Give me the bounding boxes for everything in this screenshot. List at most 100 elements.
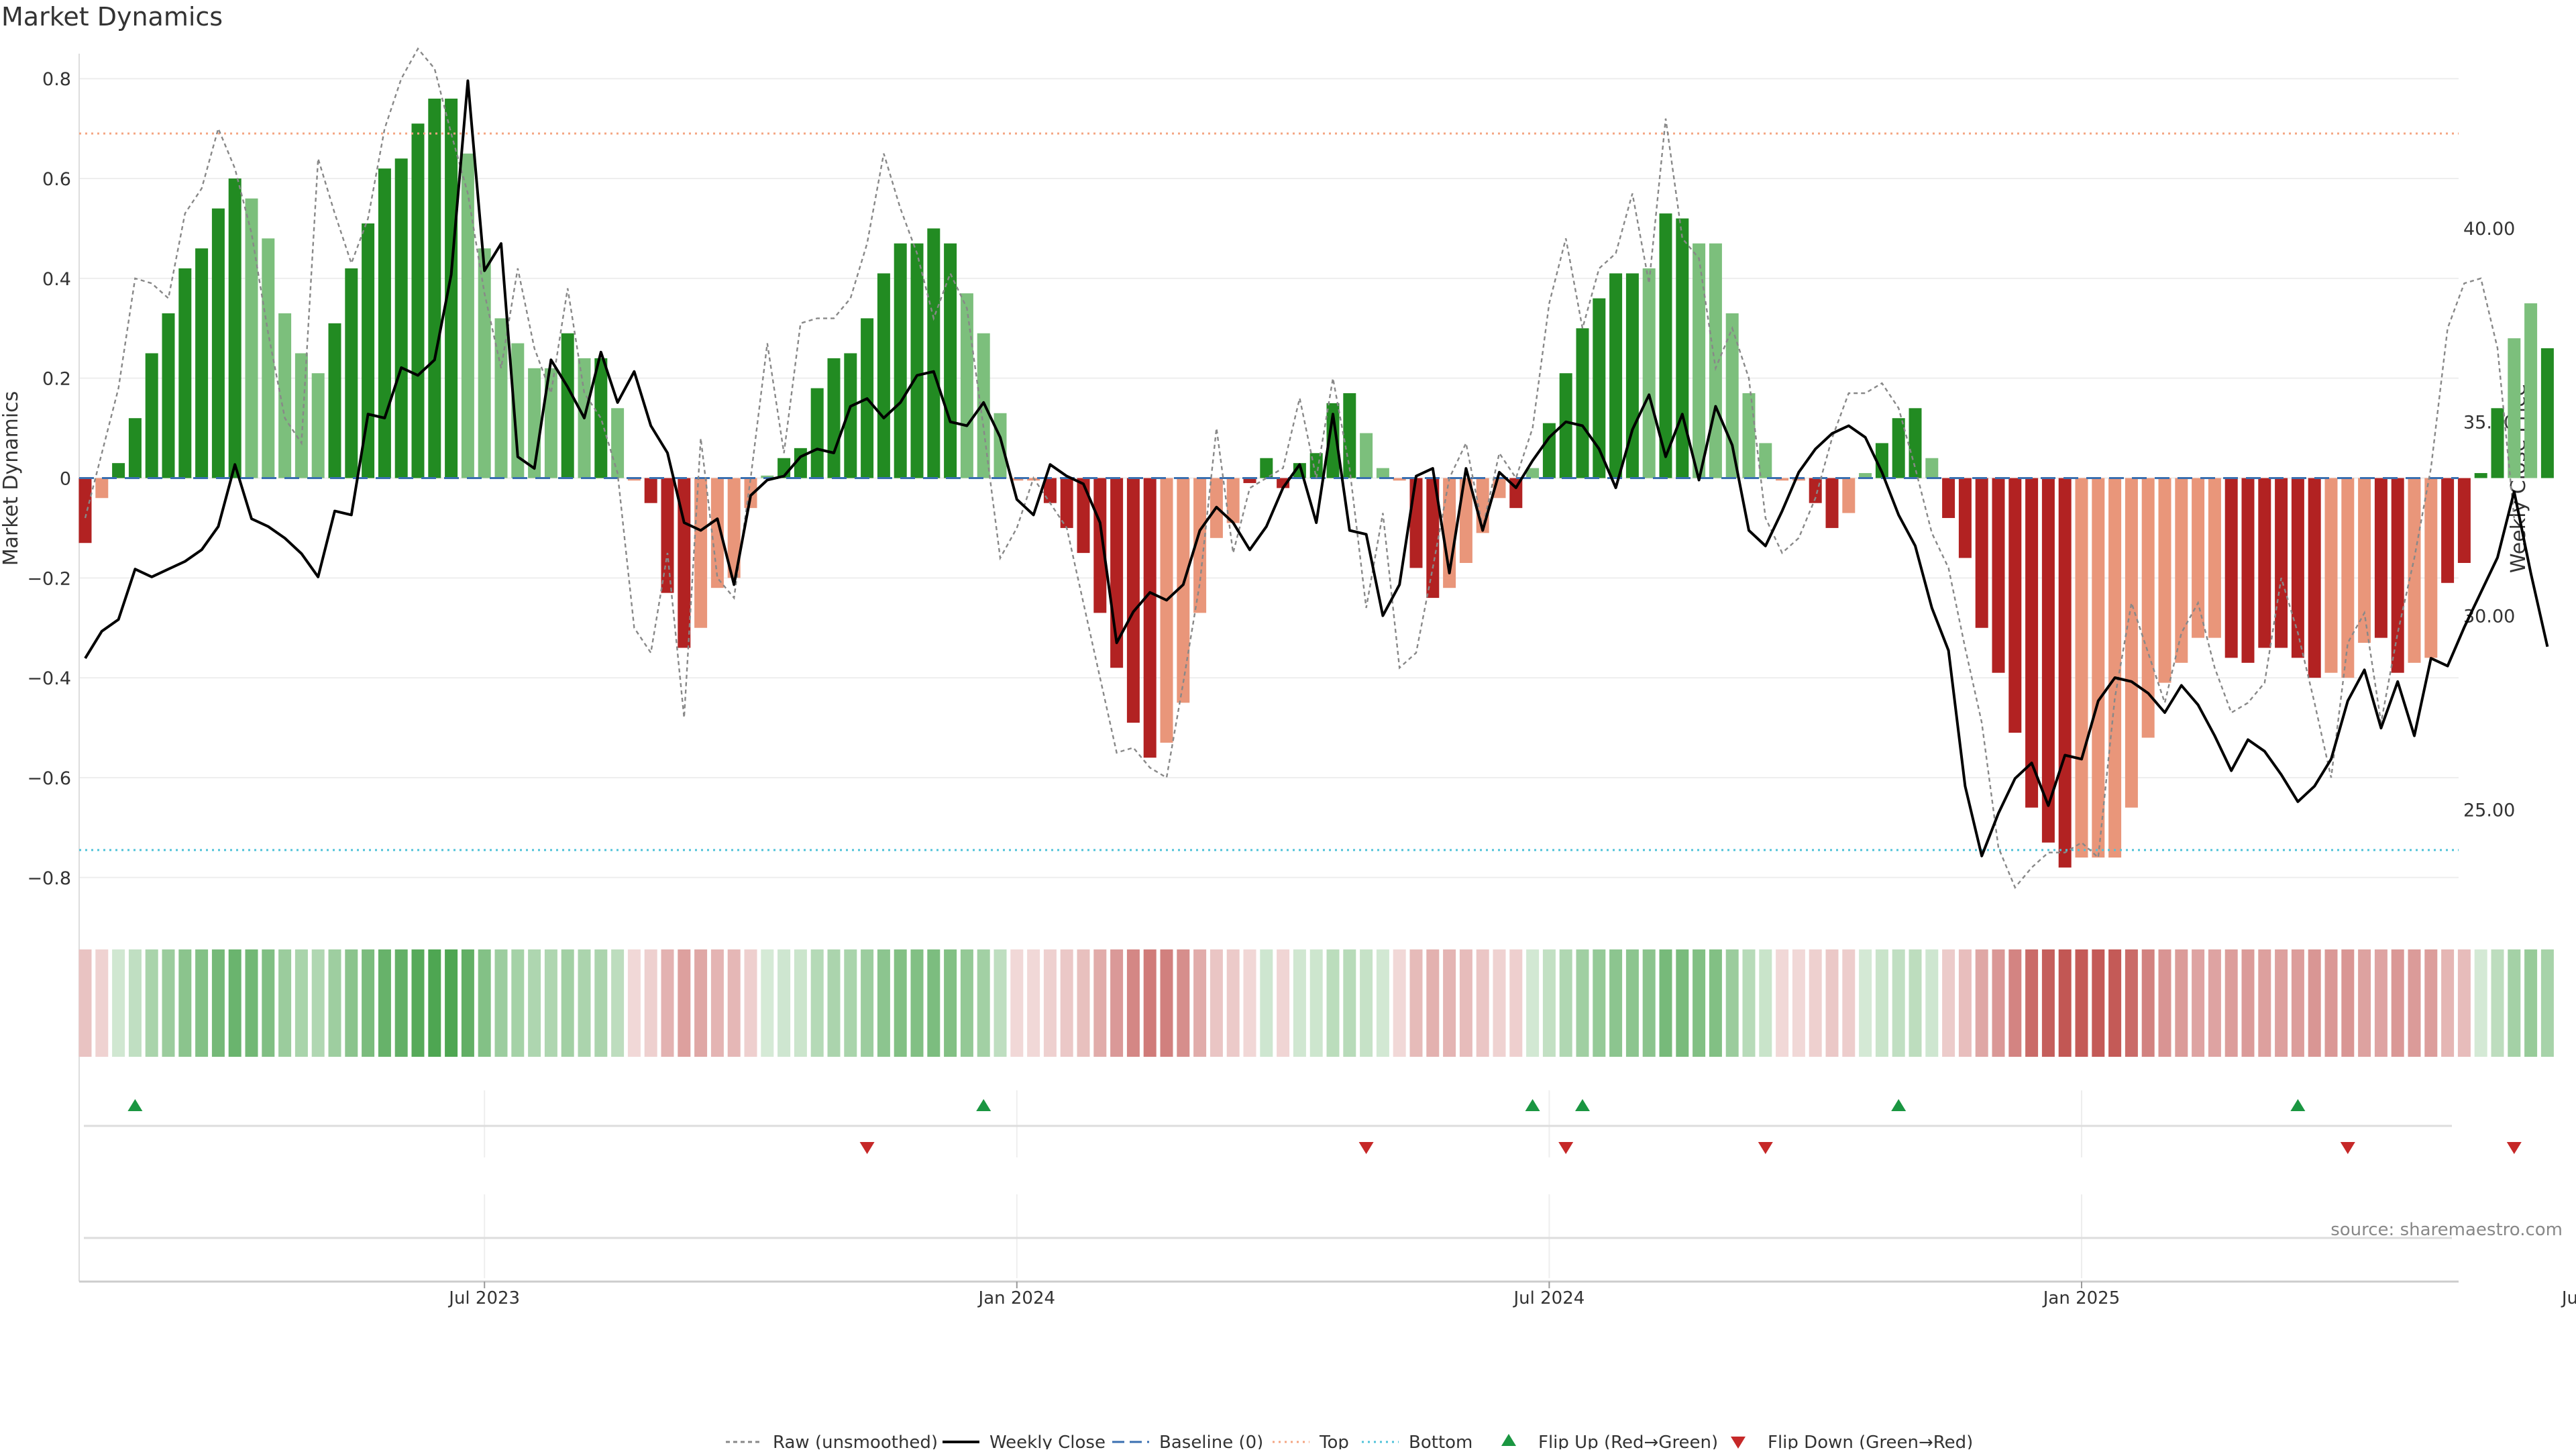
- market-bar: [1426, 478, 1440, 599]
- heat-cell: [511, 949, 525, 1057]
- market-bar: [78, 478, 92, 543]
- y2-tick-label: 30.00: [2463, 607, 2515, 627]
- raw-series-line: [84, 47, 2515, 889]
- market-bar: [2108, 478, 2122, 858]
- heat-cell: [112, 949, 125, 1057]
- market-bar: [594, 358, 608, 478]
- market-bar: [1609, 273, 1623, 478]
- market-bar: [1742, 393, 1756, 478]
- heat-cell: [2374, 949, 2387, 1057]
- x-tick-label: Jan 2024: [977, 1288, 1056, 1308]
- market-bar: [910, 243, 924, 478]
- heat-cell: [1892, 949, 1905, 1057]
- heat-cell: [162, 949, 175, 1057]
- market-bar: [1776, 478, 1789, 481]
- market-bar: [1143, 478, 1157, 758]
- heat-cell: [2025, 949, 2039, 1057]
- market-bar: [228, 178, 241, 478]
- market-bar: [1759, 443, 1772, 478]
- market-bar: [1343, 393, 1356, 478]
- heat-cell: [2358, 949, 2371, 1057]
- heat-cell: [827, 949, 841, 1057]
- market-bar: [1177, 478, 1190, 703]
- heat-cell: [1842, 949, 1856, 1057]
- heat-cell: [611, 949, 625, 1057]
- heat-cell: [877, 949, 890, 1057]
- market-bar: [1593, 298, 1606, 478]
- weekly-close-line: [84, 79, 2549, 858]
- heat-cell: [2175, 949, 2188, 1057]
- market-bar: [1725, 313, 1739, 478]
- heat-cell: [1825, 949, 1839, 1057]
- heat-cell: [2308, 949, 2321, 1057]
- market-bar: [1459, 478, 1472, 563]
- heat-cell: [2041, 949, 2055, 1057]
- market-bar: [2491, 408, 2504, 478]
- flip-down-marker: [2340, 1142, 2355, 1154]
- heat-cell: [1792, 949, 1805, 1057]
- heat-cell: [2208, 949, 2221, 1057]
- y-tick-label: −0.8: [27, 868, 71, 889]
- heat-cell: [2125, 949, 2138, 1057]
- heat-cell: [478, 949, 491, 1057]
- market-bar: [211, 208, 225, 478]
- market-bar: [1260, 458, 1273, 478]
- heat-cell: [1093, 949, 1107, 1057]
- heat-cell: [2108, 949, 2122, 1057]
- market-bar: [494, 318, 508, 478]
- market-bar: [1659, 213, 1672, 478]
- market-bar: [927, 228, 941, 478]
- heat-cell: [362, 949, 375, 1057]
- heat-cell: [1160, 949, 1173, 1057]
- heat-cell: [1376, 949, 1389, 1057]
- legend-swatch-flip-up: [1501, 1434, 1516, 1446]
- market-bar: [2224, 478, 2238, 658]
- bars-layer: [78, 98, 2554, 868]
- market-bar: [445, 98, 458, 478]
- market-bar: [2025, 478, 2039, 808]
- market-bar: [1825, 478, 1839, 528]
- market-bar: [1942, 478, 1955, 519]
- heat-cell: [228, 949, 241, 1057]
- flip-up-marker: [127, 1099, 143, 1111]
- market-bar: [2441, 478, 2455, 583]
- market-bar: [95, 478, 109, 499]
- heat-cell: [1393, 949, 1406, 1057]
- market-bar: [345, 268, 358, 478]
- legend-item: Flip Down (Green→Red): [1731, 1433, 1973, 1452]
- market-bar: [2175, 478, 2188, 663]
- flip-down-marker: [1558, 1142, 1574, 1154]
- market-bar: [827, 358, 841, 478]
- heat-cell: [411, 949, 425, 1057]
- market-bar: [511, 343, 525, 478]
- heat-cell: [2457, 949, 2471, 1057]
- y-tick-label: 0: [60, 469, 71, 490]
- market-bar: [761, 475, 774, 478]
- lines-layer: [79, 47, 2549, 889]
- heat-cell: [2092, 949, 2105, 1057]
- heat-cell: [1459, 949, 1472, 1057]
- heat-cell: [2324, 949, 2338, 1057]
- legend-swatch-flip-down: [1731, 1437, 1746, 1449]
- heat-cell: [1243, 949, 1256, 1057]
- heat-cell: [2524, 949, 2538, 1057]
- heat-cell: [927, 949, 941, 1057]
- market-bar: [145, 353, 158, 478]
- heat-cell: [2275, 949, 2288, 1057]
- legend-label: Top: [1319, 1433, 1349, 1449]
- market-bar: [977, 333, 990, 478]
- market-bar: [1892, 418, 1905, 478]
- heat-cell: [810, 949, 824, 1057]
- heat-cell: [1476, 949, 1489, 1057]
- market-bar: [262, 238, 275, 478]
- heat-cell: [1609, 949, 1623, 1057]
- market-bar: [2324, 478, 2338, 673]
- heat-cell: [2424, 949, 2438, 1057]
- flip-markers: [84, 1099, 2522, 1239]
- market-bar: [328, 323, 341, 478]
- legend-label: Weekly Close: [989, 1433, 1106, 1449]
- market-bar: [1326, 403, 1340, 478]
- heat-cell: [262, 949, 275, 1057]
- heat-cell: [894, 949, 907, 1057]
- y-axis-label: Market Dynamics: [0, 391, 23, 566]
